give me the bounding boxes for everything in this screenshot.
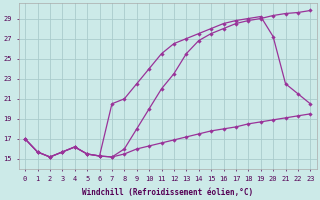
X-axis label: Windchill (Refroidissement éolien,°C): Windchill (Refroidissement éolien,°C)	[82, 188, 253, 197]
